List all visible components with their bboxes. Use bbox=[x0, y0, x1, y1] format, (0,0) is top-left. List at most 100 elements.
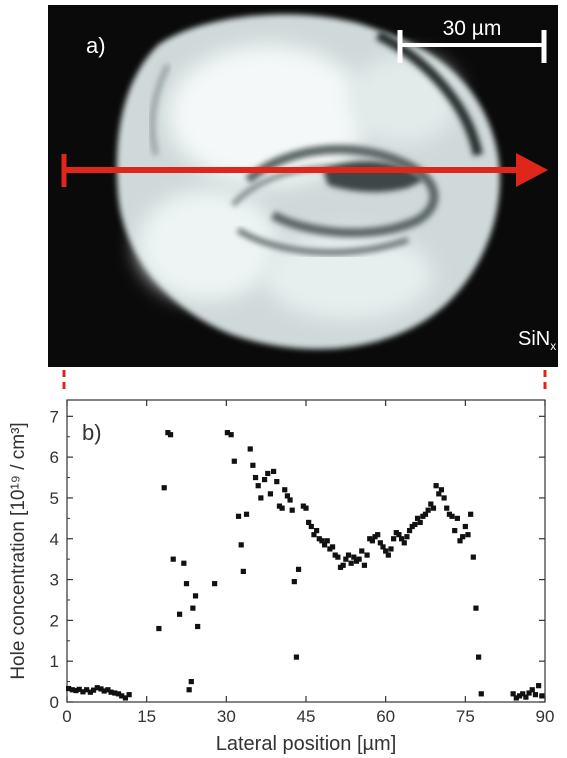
data-point bbox=[261, 476, 268, 483]
x-tick-label: 90 bbox=[536, 707, 555, 726]
y-axis-ticks: 0 1 2 3 4 5 6 7 bbox=[50, 407, 545, 712]
data-point bbox=[478, 691, 484, 697]
data-point bbox=[369, 538, 375, 544]
x-tick-label: 45 bbox=[297, 707, 316, 726]
y-tick-label: 5 bbox=[50, 489, 59, 508]
data-point bbox=[321, 542, 328, 548]
data-point bbox=[115, 691, 122, 697]
data-point bbox=[420, 513, 426, 519]
data-point bbox=[167, 432, 174, 438]
data-point bbox=[161, 485, 167, 491]
data-point bbox=[526, 690, 532, 696]
data-point bbox=[364, 552, 370, 558]
data-point bbox=[293, 654, 300, 660]
data-point bbox=[327, 546, 333, 552]
panel-label-b: b) bbox=[82, 420, 102, 445]
data-point bbox=[529, 687, 535, 693]
data-point bbox=[385, 552, 391, 558]
data-point bbox=[446, 511, 452, 517]
data-point bbox=[412, 521, 418, 528]
data-point bbox=[192, 593, 199, 599]
y-tick-label: 6 bbox=[50, 448, 59, 467]
data-point bbox=[170, 556, 176, 562]
data-point bbox=[255, 483, 261, 489]
data-point bbox=[238, 542, 244, 548]
data-point bbox=[258, 495, 264, 501]
data-point bbox=[377, 540, 383, 546]
data-point bbox=[274, 479, 280, 485]
x-tick-label: 75 bbox=[456, 707, 475, 726]
data-point bbox=[231, 458, 237, 464]
data-point bbox=[433, 483, 439, 489]
data-point bbox=[536, 683, 542, 689]
data-point bbox=[343, 556, 349, 562]
y-tick-label: 0 bbox=[50, 693, 59, 712]
data-point bbox=[190, 605, 196, 611]
y-axis-label: Hole concentration [10¹⁹ / cm³] bbox=[8, 422, 29, 679]
y-tick-label: 4 bbox=[50, 530, 59, 549]
data-point bbox=[271, 468, 277, 475]
data-point bbox=[243, 511, 250, 517]
scale-bar bbox=[397, 30, 547, 63]
data-point bbox=[417, 519, 423, 526]
data-point bbox=[449, 513, 455, 519]
data-points bbox=[65, 430, 545, 701]
data-point bbox=[73, 687, 79, 694]
data-point bbox=[436, 491, 442, 497]
data-point bbox=[119, 693, 125, 699]
data-point bbox=[126, 692, 132, 698]
data-point bbox=[414, 515, 421, 521]
data-point bbox=[276, 503, 283, 509]
data-point bbox=[452, 527, 458, 534]
data-point bbox=[112, 690, 118, 696]
data-point bbox=[454, 515, 460, 521]
data-point bbox=[314, 527, 320, 534]
x-axis-label: Lateral position [µm] bbox=[216, 733, 397, 755]
data-point bbox=[391, 536, 397, 542]
data-point bbox=[375, 532, 381, 538]
data-point bbox=[252, 474, 259, 481]
projection-guides bbox=[62, 370, 547, 392]
x-tick-label: 15 bbox=[137, 707, 156, 726]
data-point bbox=[265, 470, 271, 477]
data-point bbox=[195, 623, 201, 630]
data-point bbox=[235, 513, 242, 519]
x-tick-label: 0 bbox=[62, 707, 71, 726]
data-point bbox=[284, 493, 291, 499]
data-point bbox=[353, 558, 360, 564]
data-point bbox=[108, 689, 114, 695]
data-point bbox=[247, 446, 253, 452]
data-point bbox=[438, 487, 445, 493]
data-point bbox=[287, 497, 293, 503]
plot-frame bbox=[66, 399, 546, 703]
data-point bbox=[300, 503, 306, 509]
x-tick-label: 30 bbox=[217, 707, 236, 726]
data-point bbox=[380, 544, 386, 550]
x-tick-label: 60 bbox=[376, 707, 395, 726]
data-point bbox=[345, 552, 352, 558]
data-point bbox=[361, 562, 368, 568]
data-point bbox=[468, 511, 474, 517]
y-tick-label: 3 bbox=[50, 571, 59, 590]
data-point bbox=[460, 534, 466, 540]
data-point bbox=[289, 507, 295, 513]
data-point bbox=[165, 430, 171, 436]
data-point bbox=[441, 495, 447, 501]
data-point bbox=[319, 538, 325, 544]
material-label: SiNx bbox=[518, 328, 556, 353]
material-label-subscript: x bbox=[550, 339, 556, 353]
data-point bbox=[105, 687, 111, 693]
data-point bbox=[372, 534, 378, 540]
data-point bbox=[337, 564, 344, 570]
data-point bbox=[80, 689, 86, 695]
y-tick-label: 1 bbox=[50, 652, 59, 671]
data-point bbox=[523, 694, 529, 700]
x-axis-ticks: 0 15 30 45 60 75 90 bbox=[62, 400, 554, 726]
data-point bbox=[224, 430, 230, 436]
data-point bbox=[98, 686, 104, 692]
data-point bbox=[393, 530, 399, 536]
data-point bbox=[399, 536, 405, 542]
data-point bbox=[84, 687, 90, 693]
data-point bbox=[279, 505, 285, 511]
data-point bbox=[351, 554, 357, 560]
